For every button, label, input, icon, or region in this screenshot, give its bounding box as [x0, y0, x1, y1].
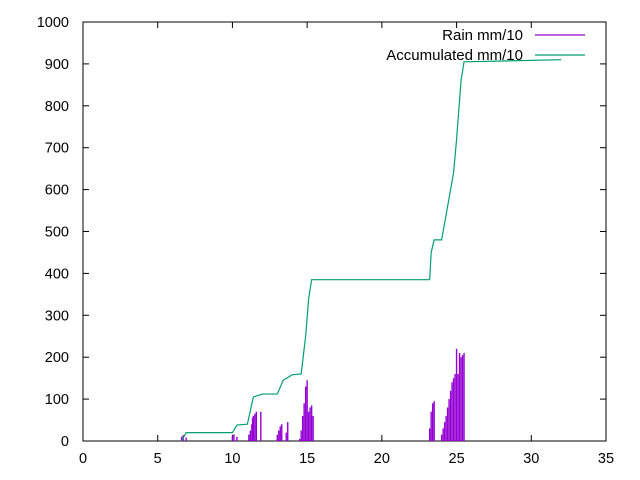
x-tick-label: 20 — [374, 451, 390, 467]
y-tick-label: 200 — [45, 350, 69, 366]
legend-label-accumulated: Accumulated mm/10 — [386, 47, 523, 64]
legend: Rain mm/10 Accumulated mm/10 — [386, 27, 585, 64]
x-tick-label: 25 — [449, 451, 465, 467]
accumulated-line — [181, 59, 562, 442]
y-tick-label: 500 — [45, 225, 69, 241]
y-tick-label: 700 — [45, 141, 69, 157]
accumulated-series — [181, 59, 562, 442]
axis-ticks — [82, 21, 607, 442]
y-tick-label: 100 — [45, 392, 69, 408]
y-tick-label: 800 — [45, 99, 69, 115]
x-tick-label: 5 — [154, 451, 162, 467]
x-tick-label: 30 — [523, 451, 539, 467]
y-tick-label: 1000 — [37, 15, 69, 31]
x-tick-label: 35 — [598, 451, 614, 467]
y-tick-label: 400 — [45, 266, 69, 282]
rain-series — [180, 348, 465, 441]
plot-frame — [82, 21, 607, 442]
x-tick-label: 0 — [79, 451, 87, 467]
x-tick-label: 15 — [299, 451, 315, 467]
legend-label-rain: Rain mm/10 — [442, 27, 523, 44]
y-tick-label: 900 — [45, 57, 69, 73]
y-tick-label: 300 — [45, 308, 69, 324]
y-tick-label: 600 — [45, 183, 69, 199]
y-tick-label: 0 — [61, 434, 69, 450]
axis-tick-labels: 0 5 10 15 20 25 30 35 0 100 200 300 400 500 600 700 800 9… — [37, 15, 614, 467]
x-tick-label: 10 — [224, 451, 240, 467]
